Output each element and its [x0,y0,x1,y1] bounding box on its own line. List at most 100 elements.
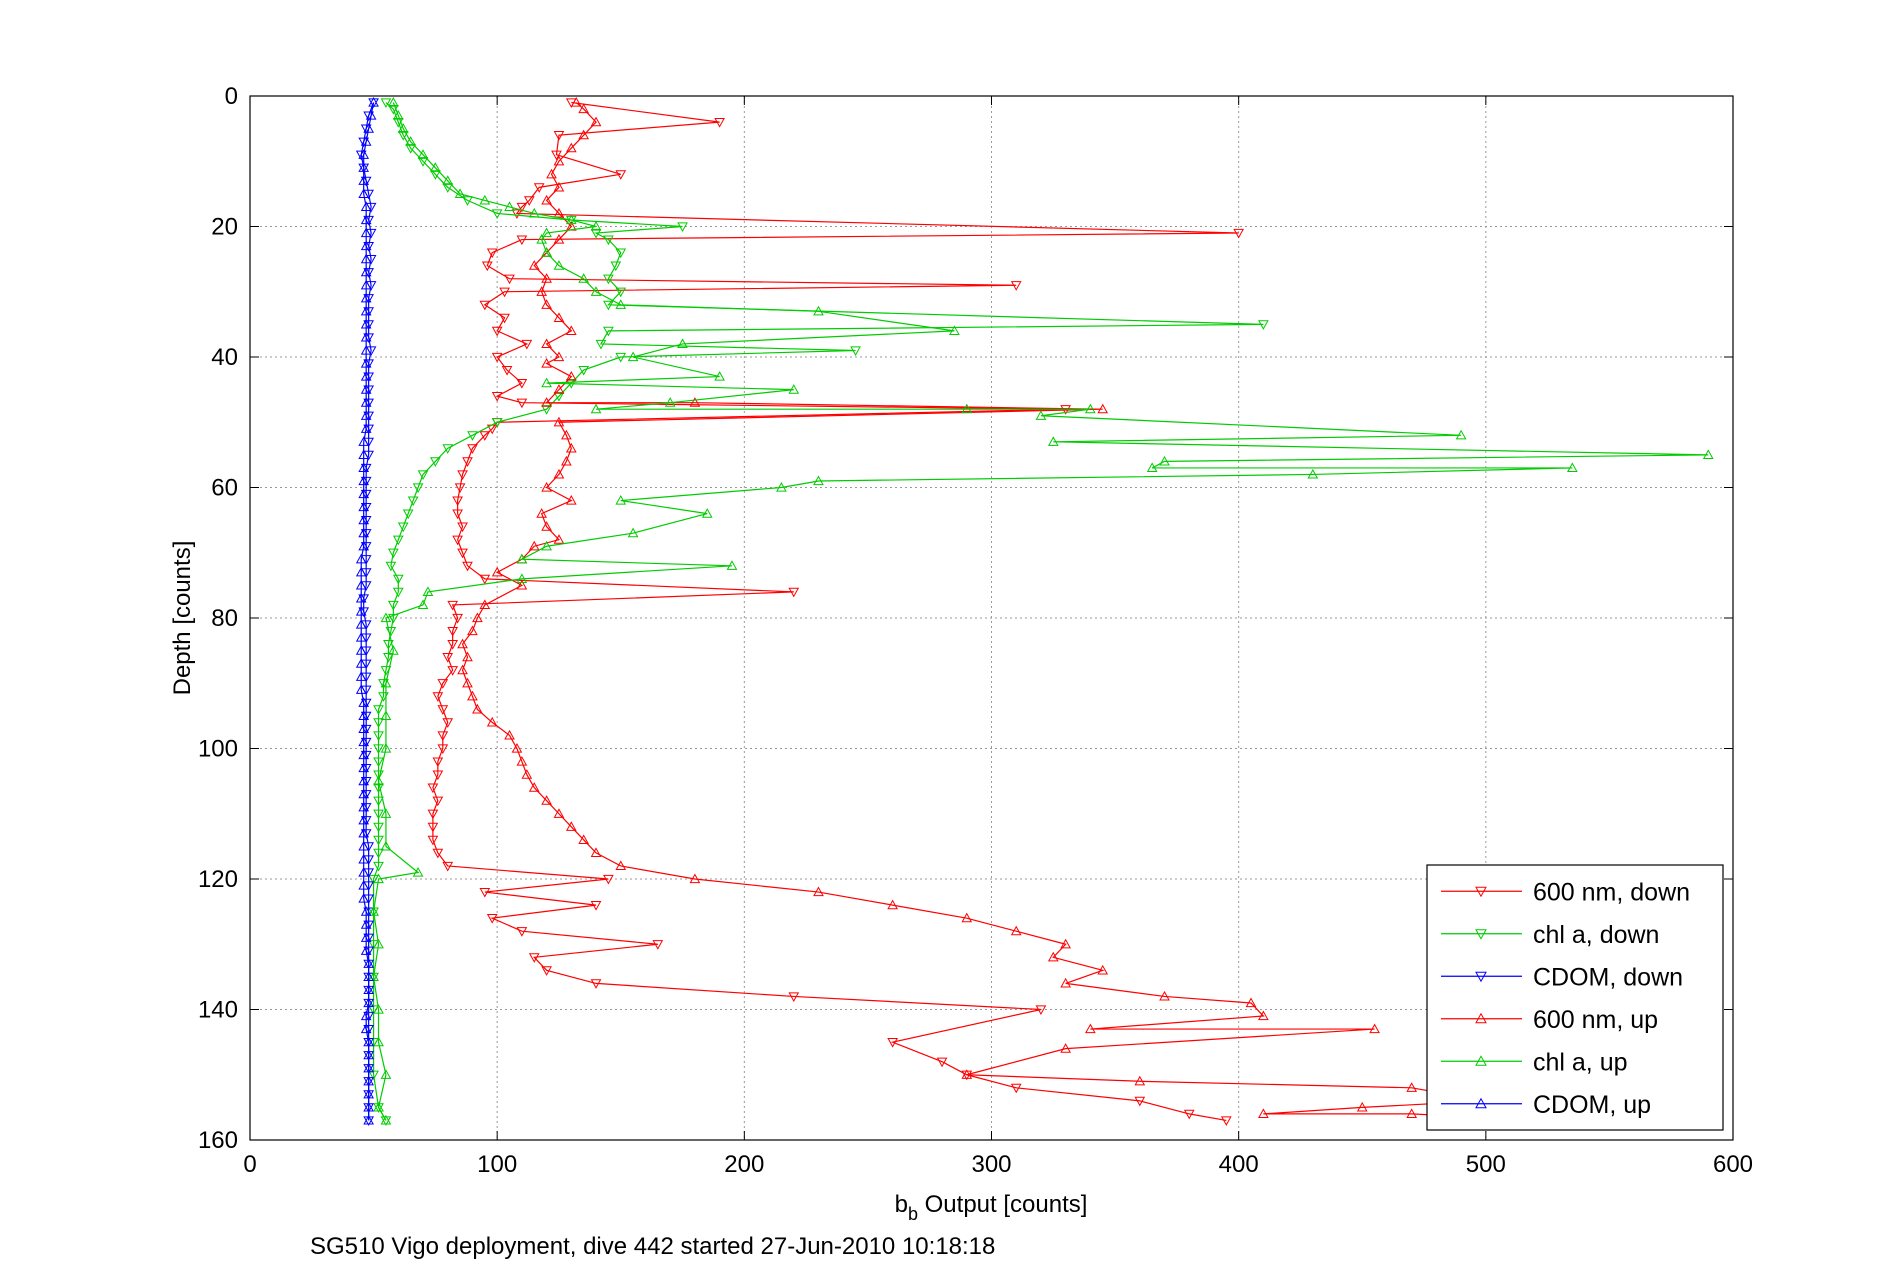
data-point [447,626,459,637]
data-point [422,586,434,596]
data-point [368,96,379,107]
data-point [565,495,577,505]
data-point [615,170,627,180]
x-tick-label: 500 [1466,1151,1506,1178]
legend-item: chl a, up [1441,1048,1628,1076]
data-point [360,397,372,407]
data-point [358,501,370,512]
data-point [427,783,439,794]
data-point [360,201,372,212]
data-point [788,992,800,1002]
data-point [479,300,491,311]
data-point [1146,462,1158,473]
legend-marker [1475,971,1487,983]
data-point [363,1036,374,1047]
data-point [961,912,973,923]
data-point [961,1069,973,1079]
data-point [457,470,468,480]
series-line [372,102,1264,1121]
data-point [358,449,370,459]
data-point [850,346,861,357]
data-point [553,207,565,218]
data-point [457,638,468,649]
data-point [627,527,639,538]
data-point [417,470,429,480]
data-point [504,729,515,740]
data-point [553,260,565,270]
data-point [360,266,372,277]
data-point [462,677,473,688]
data-point [610,261,622,272]
data-point [373,796,384,807]
data-point [373,1003,384,1014]
data-point [1085,1023,1096,1034]
data-point [553,155,565,166]
legend-marker [1475,1012,1487,1024]
data-point [553,312,565,322]
data-point [358,149,370,159]
data-point [383,653,394,663]
x-tick-label: 400 [1219,1151,1259,1178]
data-point [432,848,444,859]
data-point [565,214,577,225]
data-point [360,305,372,316]
data-point [1010,925,1022,936]
data-point [1047,436,1059,446]
data-point [373,775,384,786]
data-point [533,183,545,193]
data-point [360,945,372,955]
data-point [358,866,370,877]
data-point [380,710,392,720]
data-point [486,716,498,727]
data-point [590,847,602,857]
data-point [447,666,459,676]
data-point [358,749,370,760]
data-point [1307,468,1319,479]
data-point [380,1114,392,1125]
data-point [363,1088,374,1099]
data-point [365,110,377,120]
data-point [388,645,399,655]
legend-marker [1475,929,1487,940]
data-point [392,535,404,546]
data-point [541,481,552,492]
data-point [516,398,528,409]
data-point [1097,964,1109,975]
y-tick-label: 120 [198,866,238,893]
data-point [442,653,454,663]
data-point [380,98,392,109]
data-point [358,462,370,473]
data-point [1702,449,1714,459]
data-point [360,423,372,433]
data-point [1134,1075,1146,1086]
data-point [1035,1005,1047,1016]
data-point [486,248,498,259]
legend-label: 600 nm, up [1533,1006,1658,1034]
data-point [565,325,577,335]
data-point [358,475,370,486]
data-point [432,692,444,702]
data-point [546,168,557,179]
data-point [355,632,367,642]
figure-caption: SG510 Vigo deployment, dive 442 started … [310,1233,995,1260]
data-point [536,286,548,296]
data-point [541,405,552,415]
legend-marker [1475,886,1487,898]
data-point [427,835,439,846]
data-point [363,1049,374,1060]
data-point [1047,951,1059,962]
data-point [467,625,478,636]
data-point [467,444,478,454]
data-point [358,488,370,499]
data-point [523,196,535,206]
data-point [481,261,493,272]
data-point [358,514,370,525]
data-point [553,534,565,544]
data-point [1097,403,1109,414]
data-point [360,906,372,916]
data-point [565,371,577,381]
data-point [553,416,565,427]
data-point [887,899,898,910]
y-tick-label: 0 [225,83,238,110]
data-point [462,196,473,206]
